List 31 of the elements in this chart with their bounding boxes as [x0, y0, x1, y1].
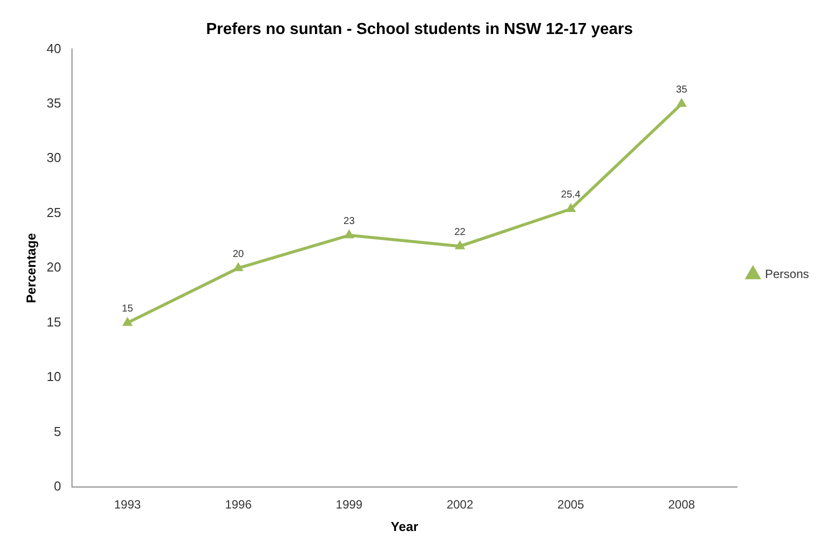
point	[344, 230, 354, 238]
point	[122, 317, 132, 326]
data-label: 25.4	[561, 190, 581, 201]
y-tick-label: 30	[46, 150, 62, 166]
point	[676, 98, 686, 107]
point	[233, 262, 244, 272]
chart-title: Prefers no suntan - School students in NSW 12-17 years	[206, 21, 633, 38]
y-tick-label: 35	[46, 96, 62, 111]
y-tick-label: 25	[46, 204, 62, 220]
x-tick-label: 1993	[114, 498, 142, 512]
data-label: 22	[454, 226, 466, 238]
x-tick-label: 2008	[668, 498, 696, 512]
data-label: 23	[344, 216, 356, 228]
x-tick-label: 2005	[557, 498, 584, 512]
data-label: 20	[232, 248, 244, 260]
y-tick-label: 0	[54, 478, 62, 494]
point	[566, 203, 576, 212]
data-label: 35	[676, 84, 688, 96]
y-tick-label: 15	[46, 314, 62, 330]
x-axis-title: Year	[390, 518, 418, 534]
y-axis-title: Percentage	[23, 233, 38, 304]
y-tick-label: 5	[54, 424, 62, 439]
y-tick-label: 20	[46, 260, 62, 275]
x-tick-label: 2002	[446, 498, 474, 512]
x-tick-label: 1996	[224, 498, 252, 512]
legend-label: Persons	[764, 266, 810, 281]
data-label: 15	[122, 304, 134, 315]
y-tick-label: 10	[46, 369, 62, 384]
x-tick-label: 1999	[336, 498, 363, 512]
point	[455, 240, 465, 250]
y-tick-label: 40	[46, 40, 62, 56]
